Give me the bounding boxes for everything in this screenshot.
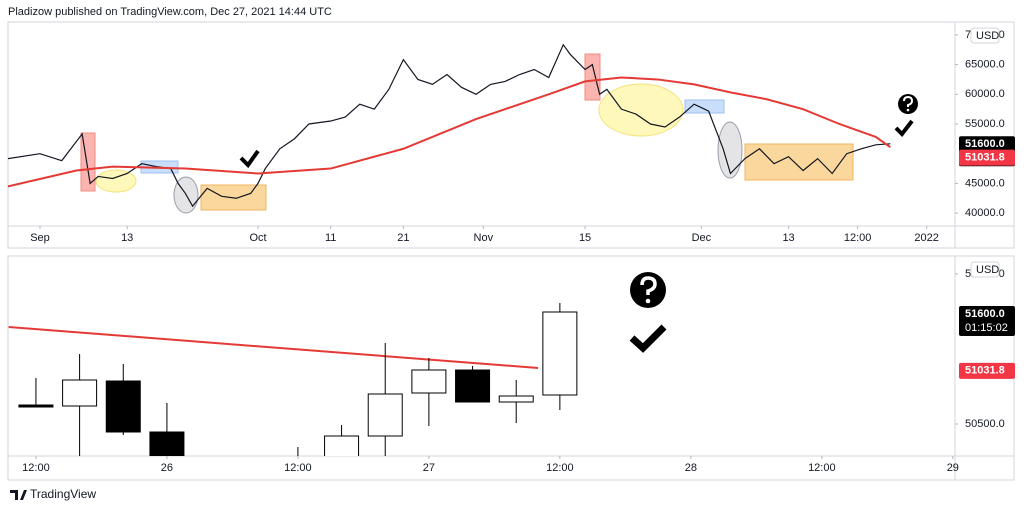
price-badge — [959, 362, 1015, 379]
x-tick-label: 15 — [579, 232, 591, 244]
currency-box — [970, 261, 1000, 278]
x-tick-label: 12:00 — [546, 462, 574, 474]
price-badge — [959, 149, 1015, 166]
last-price-label: 51600.0 — [965, 308, 1005, 320]
plot-area — [8, 303, 578, 456]
y-tick-label: 50500.0 — [965, 418, 1005, 430]
x-tick-label: 29 — [947, 462, 959, 474]
x-tick-label: 28 — [685, 462, 697, 474]
x-tick-label: 12:00 — [808, 462, 836, 474]
x-tick-label: 26 — [161, 462, 173, 474]
y-tick-label: 60000.0 — [965, 88, 1005, 100]
price-badge-label: 51031.8 — [965, 365, 1005, 377]
candle-body — [149, 431, 185, 456]
candle-body — [455, 369, 491, 403]
highlight-ellipse — [95, 169, 137, 193]
x-tick-label: 11 — [325, 232, 336, 244]
question-dot — [645, 298, 651, 304]
price-line — [8, 43, 891, 208]
highlight-box — [684, 99, 725, 114]
highlight-box — [584, 53, 601, 101]
x-tick-label: Sep — [30, 232, 50, 244]
highlight-ellipse — [598, 83, 684, 137]
question-glyph — [640, 276, 657, 295]
x-tick-label: 12:00 — [844, 232, 872, 244]
currency-label: USD — [976, 30, 999, 42]
footer-logo: TradingView — [10, 487, 96, 501]
question-glyph — [903, 95, 914, 107]
price-badge-bg — [959, 306, 1015, 336]
candle-body — [542, 311, 578, 396]
x-tick-label: 2022 — [914, 232, 938, 244]
y-tick-label: 40000.0 — [965, 207, 1005, 219]
annotations — [80, 53, 918, 353]
last-price-label: 51600.0 — [965, 138, 1005, 150]
x-tick-label: 27 — [423, 462, 435, 474]
currency-label: USD — [976, 264, 999, 276]
checkmark — [239, 149, 260, 169]
plot-area — [8, 43, 891, 208]
logo-mark — [10, 490, 27, 500]
x-tick-label: 21 — [397, 232, 409, 244]
x-tick-label: 13 — [121, 232, 133, 244]
price-line — [8, 76, 891, 188]
price-badge-label: 51031.8 — [965, 151, 1005, 163]
panel-frame — [7, 21, 1015, 249]
candle-body — [367, 393, 403, 437]
candle-body — [411, 369, 447, 394]
candle-body — [62, 379, 98, 407]
x-tick-label: 12:00 — [22, 462, 50, 474]
candle-body — [324, 435, 360, 456]
highlight-ellipse — [717, 121, 743, 179]
countdown: 01:15:02 — [965, 322, 1008, 334]
highlight-box — [744, 143, 854, 181]
candle-body — [18, 404, 54, 408]
x-tick-label: Oct — [249, 232, 266, 244]
x-tick-label: 12:00 — [284, 462, 312, 474]
x-tick-label: Nov — [474, 232, 494, 244]
y-tick-label: 55000.0 — [965, 118, 1005, 130]
footer-text: TradingView — [30, 487, 96, 501]
question-dot — [906, 108, 910, 112]
candle-body — [105, 380, 141, 433]
candle-body — [498, 395, 534, 403]
price-line — [8, 326, 539, 369]
x-tick-label: Dec — [692, 232, 712, 244]
currency-box — [970, 27, 1000, 44]
y-tick-label: 45000.0 — [965, 177, 1005, 189]
y-tick-label: 65000.0 — [965, 59, 1005, 71]
header: Pladizow published on TradingView.com, D… — [8, 6, 332, 18]
checkmark — [894, 119, 914, 138]
x-tick-label: 13 — [782, 232, 794, 244]
checkmark — [629, 324, 667, 353]
